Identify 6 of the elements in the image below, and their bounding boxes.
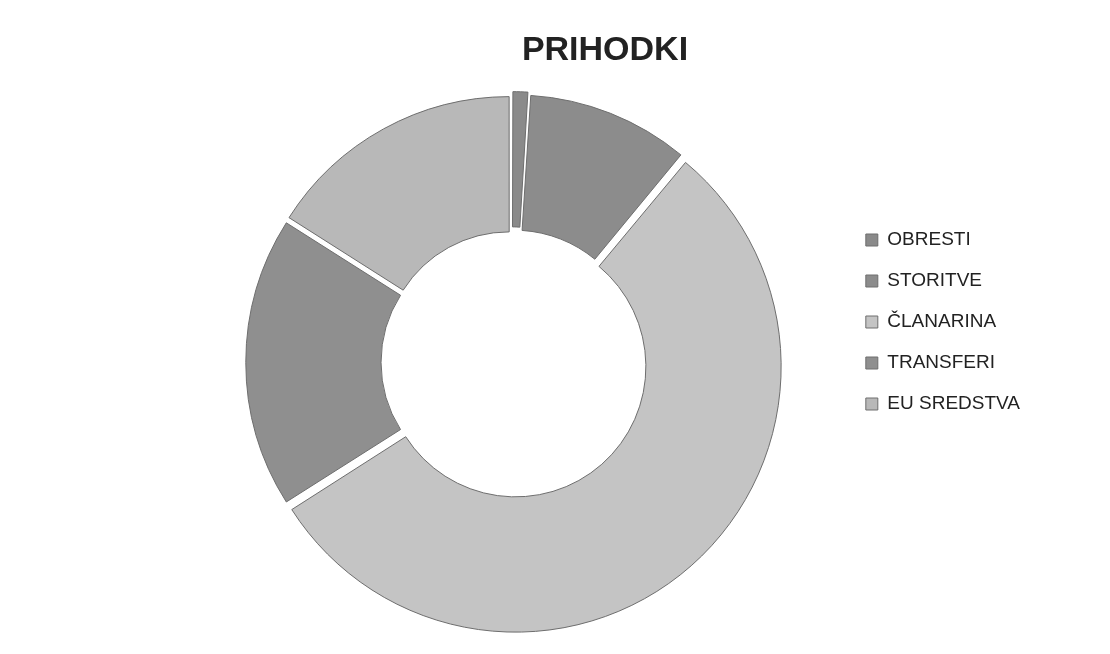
chart-title: PRIHODKI xyxy=(521,28,689,67)
legend-label: TRANSFERI xyxy=(887,351,996,373)
legend-label: OBRESTI xyxy=(887,228,971,250)
legend-label: STORITVE xyxy=(887,269,982,291)
legend-label: ČLANARINA xyxy=(887,310,997,332)
legend-label: EU SREDSTVA xyxy=(887,392,1021,414)
